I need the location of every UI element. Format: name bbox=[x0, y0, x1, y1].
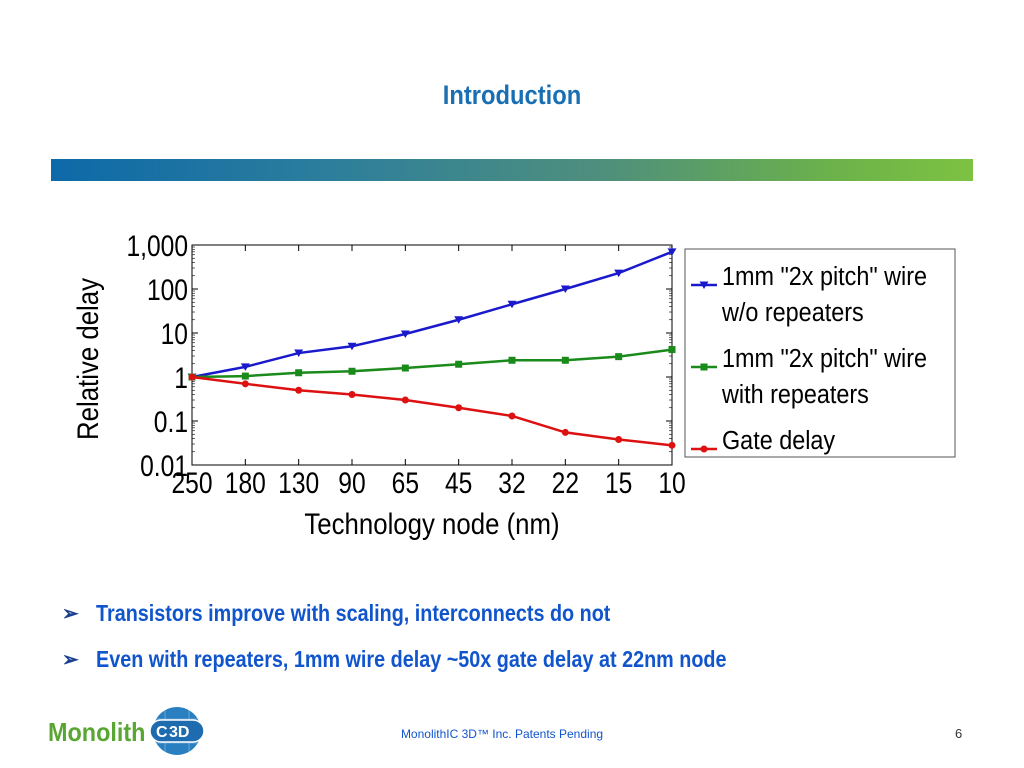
logo-badge-text: 3D bbox=[169, 724, 189, 741]
y-tick-label: 10 bbox=[161, 317, 188, 351]
data-point bbox=[400, 330, 410, 338]
data-point bbox=[241, 380, 249, 388]
legend-label: w/o repeaters bbox=[721, 299, 864, 327]
data-point bbox=[294, 349, 304, 358]
page-number: 6 bbox=[955, 726, 963, 741]
data-point bbox=[508, 412, 516, 420]
x-tick-label: 250 bbox=[171, 466, 212, 500]
arrow-bullet-icon: ➢ bbox=[62, 648, 79, 671]
data-point bbox=[295, 386, 303, 394]
legend-box bbox=[684, 248, 956, 458]
bullet-item: ➢ Even with repeaters, 1mm wire delay ~5… bbox=[62, 644, 829, 674]
data-point bbox=[561, 428, 569, 436]
data-point bbox=[614, 269, 624, 278]
data-point bbox=[240, 363, 250, 371]
data-point bbox=[615, 435, 623, 443]
y-tick-label: 1,000 bbox=[126, 229, 188, 263]
x-tick-label: 15 bbox=[605, 466, 632, 500]
data-point bbox=[668, 346, 676, 354]
legend-label: 1mm "2x pitch" wire bbox=[722, 263, 927, 291]
legend-label: Gate delay bbox=[722, 427, 836, 455]
series-line bbox=[191, 375, 673, 447]
data-point bbox=[561, 356, 569, 364]
legend-marker bbox=[699, 281, 709, 289]
slide-title: Introduction bbox=[442, 80, 582, 110]
monolithic-3d-logo: Monolith C 3D bbox=[48, 705, 218, 760]
data-point bbox=[508, 356, 516, 364]
x-tick-label: 32 bbox=[498, 466, 525, 500]
data-point bbox=[560, 285, 570, 293]
data-point bbox=[615, 353, 623, 361]
logo-text: Monolith bbox=[48, 717, 146, 747]
bullet-text: Even with repeaters, 1mm wire delay ~50x… bbox=[96, 645, 727, 672]
data-point bbox=[188, 373, 196, 381]
y-tick-label: 100 bbox=[147, 273, 188, 307]
series-line bbox=[191, 250, 673, 379]
legend-marker bbox=[700, 445, 708, 453]
bullet-list: ➢ Transistors improve with scaling, inte… bbox=[62, 598, 829, 690]
plot-frame bbox=[191, 244, 673, 466]
arrow-bullet-icon: ➢ bbox=[62, 602, 79, 625]
data-point bbox=[668, 441, 676, 449]
data-point bbox=[454, 316, 464, 324]
x-tick-label: 45 bbox=[445, 466, 472, 500]
legend-marker bbox=[700, 363, 708, 371]
ic-3d-badge-icon: C 3D bbox=[149, 707, 205, 755]
data-point bbox=[667, 248, 677, 256]
data-point bbox=[455, 404, 463, 412]
data-point bbox=[348, 391, 356, 399]
legend-label: with repeaters bbox=[721, 381, 869, 409]
x-tick-label: 22 bbox=[552, 466, 579, 500]
x-tick-label: 90 bbox=[338, 466, 365, 500]
relative-delay-chart: 0.01 0.1 1 10 100 1,000 250 180 130 90 65 45 32 22 15 1… bbox=[71, 229, 956, 540]
data-point bbox=[401, 396, 409, 404]
x-axis-label: Technology node (nm) bbox=[304, 507, 559, 540]
footer-text: MonolithIC 3D™ Inc. Patents Pending bbox=[400, 727, 604, 741]
title-banner bbox=[51, 159, 973, 181]
series-line bbox=[191, 348, 673, 379]
data-point bbox=[455, 360, 463, 368]
y-axis-label: Relative delay bbox=[71, 278, 104, 440]
y-tick-label: 1 bbox=[174, 361, 188, 395]
bullet-item: ➢ Transistors improve with scaling, inte… bbox=[62, 598, 829, 628]
data-point bbox=[241, 372, 249, 380]
legend-label: 1mm "2x pitch" wire bbox=[722, 345, 927, 373]
data-point bbox=[347, 342, 357, 351]
data-point bbox=[348, 367, 356, 375]
data-point bbox=[507, 300, 517, 309]
data-point bbox=[401, 364, 409, 372]
data-point bbox=[295, 369, 303, 377]
x-tick-label: 10 bbox=[658, 466, 685, 500]
x-tick-label: 65 bbox=[392, 466, 419, 500]
x-tick-label: 180 bbox=[225, 466, 266, 500]
bullet-text: Transistors improve with scaling, interc… bbox=[96, 599, 611, 626]
y-tick-label: 0.01 bbox=[140, 449, 188, 483]
svg-text:C: C bbox=[156, 724, 168, 741]
y-tick-label: 0.1 bbox=[154, 405, 188, 439]
x-tick-label: 130 bbox=[278, 466, 319, 500]
